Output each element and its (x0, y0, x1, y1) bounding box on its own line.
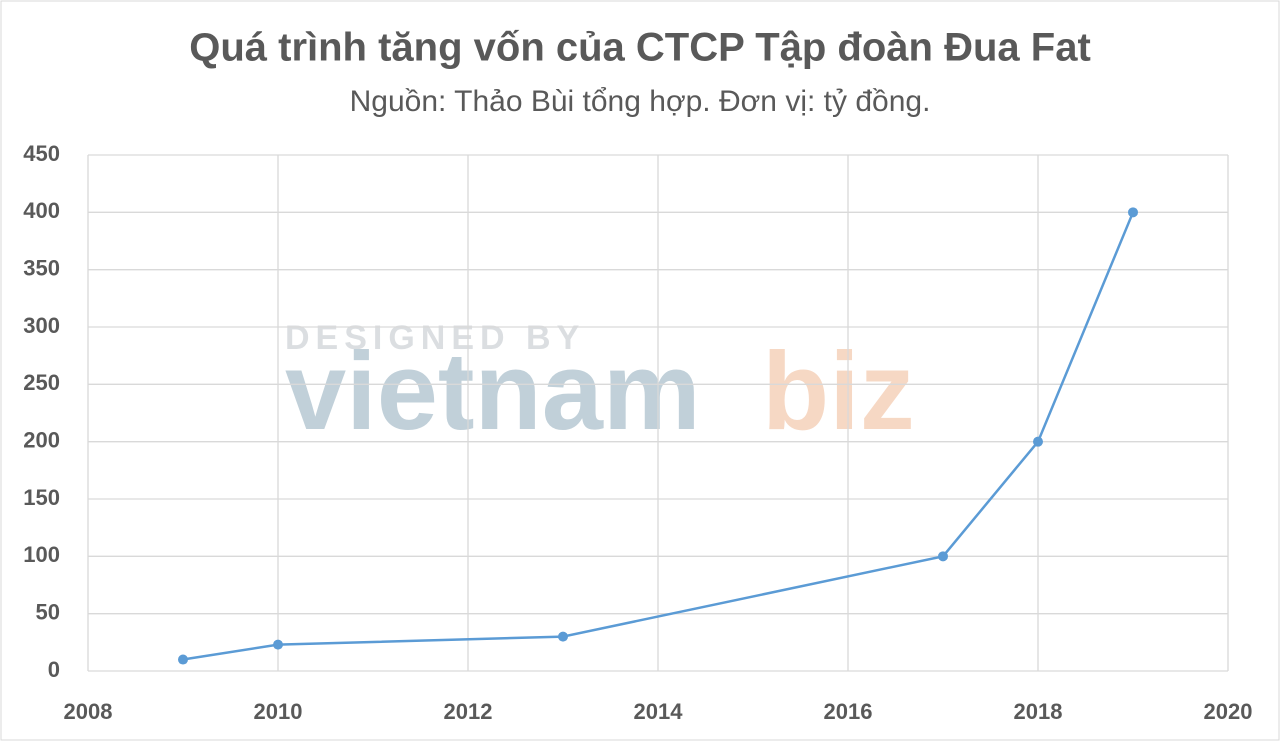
point (273, 639, 283, 650)
y-tick-label: 150 (23, 485, 60, 510)
chart-title: Quá trình tăng vốn của CTCP Tập đoàn Đua… (189, 26, 1091, 70)
y-tick-label: 400 (23, 198, 60, 223)
watermark-text: DESIGNED BY (285, 319, 585, 357)
point (1128, 207, 1138, 218)
y-tick-label: 450 (23, 141, 60, 166)
watermark: DESIGNED BY vietnam biz (285, 319, 915, 453)
y-tick-label: 50 (36, 599, 60, 624)
x-tick-label: 2010 (254, 699, 303, 724)
watermark-text: vietnam (285, 330, 701, 453)
y-tick-label: 350 (23, 255, 60, 280)
y-tick-label: 0 (48, 657, 60, 682)
chart-subtitle: Nguồn: Thảo Bùi tổng hợp. Đơn vị: tỷ đồn… (350, 85, 931, 118)
x-tick-label: 2012 (444, 699, 493, 724)
x-tick-label: 2014 (634, 699, 684, 724)
x-tick-label: 2008 (64, 699, 113, 724)
y-tick-label: 250 (23, 370, 60, 395)
watermark-text: biz (762, 330, 915, 453)
x-tick-label: 2016 (824, 699, 873, 724)
y-tick-label: 300 (23, 313, 60, 338)
y-tick-label: 100 (23, 542, 60, 567)
x-tick-label: 2018 (1014, 699, 1063, 724)
x-tick-label: 2020 (1204, 699, 1253, 724)
point (938, 551, 948, 562)
line (182, 211, 1135, 661)
point (178, 654, 188, 665)
point (558, 631, 568, 642)
y-tick-label: 200 (23, 427, 60, 452)
point (1033, 436, 1043, 447)
